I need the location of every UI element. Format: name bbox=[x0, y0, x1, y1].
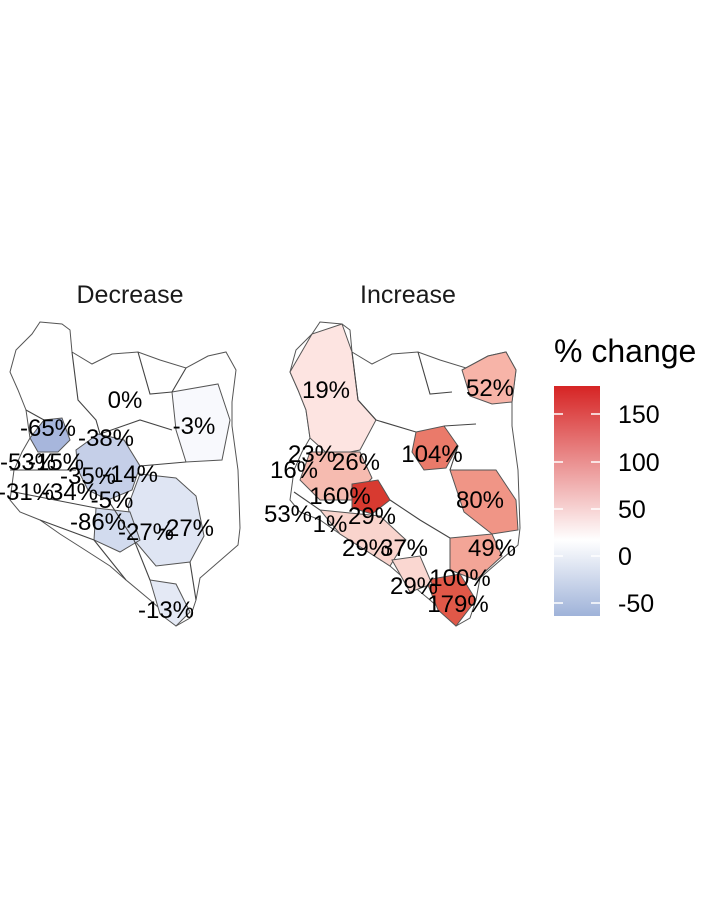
decrease-label: -65% bbox=[20, 415, 76, 442]
decrease-label: -5% bbox=[91, 487, 134, 514]
decrease-map bbox=[9, 321, 241, 627]
legend-tick-label: 0 bbox=[618, 543, 632, 571]
increase-label: 23% bbox=[288, 441, 336, 468]
decrease-label: -14% bbox=[102, 461, 158, 488]
increase-label: 100% bbox=[429, 565, 490, 592]
legend-colorbar bbox=[554, 386, 600, 616]
decrease-label: -13% bbox=[138, 597, 194, 624]
increase-map bbox=[289, 321, 521, 627]
increase-label: 29% bbox=[342, 535, 390, 562]
legend-title: % change bbox=[554, 333, 696, 369]
decrease-label: -34% bbox=[42, 479, 98, 506]
legend-tick-label: 50 bbox=[618, 496, 646, 524]
legend: % change 150 100 50 0 -50 bbox=[554, 333, 696, 618]
increase-panel: Increase 19% 52% 23% 104% 16% bbox=[264, 281, 521, 627]
increase-label: 1% bbox=[313, 511, 348, 538]
county-tana-red bbox=[449, 533, 503, 581]
increase-label: 16% bbox=[270, 457, 318, 484]
decrease-label: -3% bbox=[173, 413, 216, 440]
increase-label: 80% bbox=[456, 487, 504, 514]
increase-label: 49% bbox=[468, 535, 516, 562]
increase-label: 29% bbox=[348, 503, 396, 530]
decrease-label: -86% bbox=[70, 509, 126, 536]
increase-label: 29% bbox=[390, 573, 438, 600]
county-south-red bbox=[318, 509, 407, 567]
legend-tick-label: 150 bbox=[618, 401, 660, 429]
decrease-label: -27% bbox=[118, 519, 174, 546]
decrease-label: -31% bbox=[0, 479, 54, 506]
county-central-blue bbox=[75, 433, 141, 501]
increase-label: 179% bbox=[427, 591, 488, 618]
increase-label: 104% bbox=[401, 441, 462, 468]
increase-label: 160% bbox=[309, 483, 370, 510]
decrease-label: -35% bbox=[60, 463, 116, 490]
decrease-panel: Decrease 0% -3% -65% -38% bbox=[0, 281, 241, 627]
county-nw-red bbox=[289, 323, 377, 457]
county-south-blue bbox=[93, 507, 141, 553]
decrease-label: -38% bbox=[78, 425, 134, 452]
increase-panel-title: Increase bbox=[360, 281, 456, 309]
county-se-red bbox=[391, 555, 433, 593]
county-coast-red bbox=[425, 573, 477, 627]
decrease-panel-title: Decrease bbox=[77, 281, 184, 309]
county-northeast-red bbox=[461, 351, 517, 405]
decrease-label: 0% bbox=[108, 387, 143, 414]
county-east-red bbox=[449, 469, 519, 535]
decrease-label: -15% bbox=[28, 449, 84, 476]
legend-tick-marks bbox=[554, 413, 600, 604]
decrease-label: -27% bbox=[158, 515, 214, 542]
decrease-label: -53% bbox=[0, 449, 56, 476]
increase-label: 53% bbox=[264, 501, 312, 528]
county-hot-red bbox=[351, 479, 391, 515]
increase-label: 19% bbox=[302, 377, 350, 404]
county-coast-blue bbox=[149, 579, 191, 627]
county-northeast bbox=[171, 383, 231, 463]
increase-label: 37% bbox=[380, 535, 428, 562]
legend-tick-label: -50 bbox=[618, 590, 654, 618]
increase-label: 26% bbox=[332, 449, 380, 476]
increase-label: 52% bbox=[466, 375, 514, 402]
legend-tick-label: 100 bbox=[618, 449, 660, 477]
